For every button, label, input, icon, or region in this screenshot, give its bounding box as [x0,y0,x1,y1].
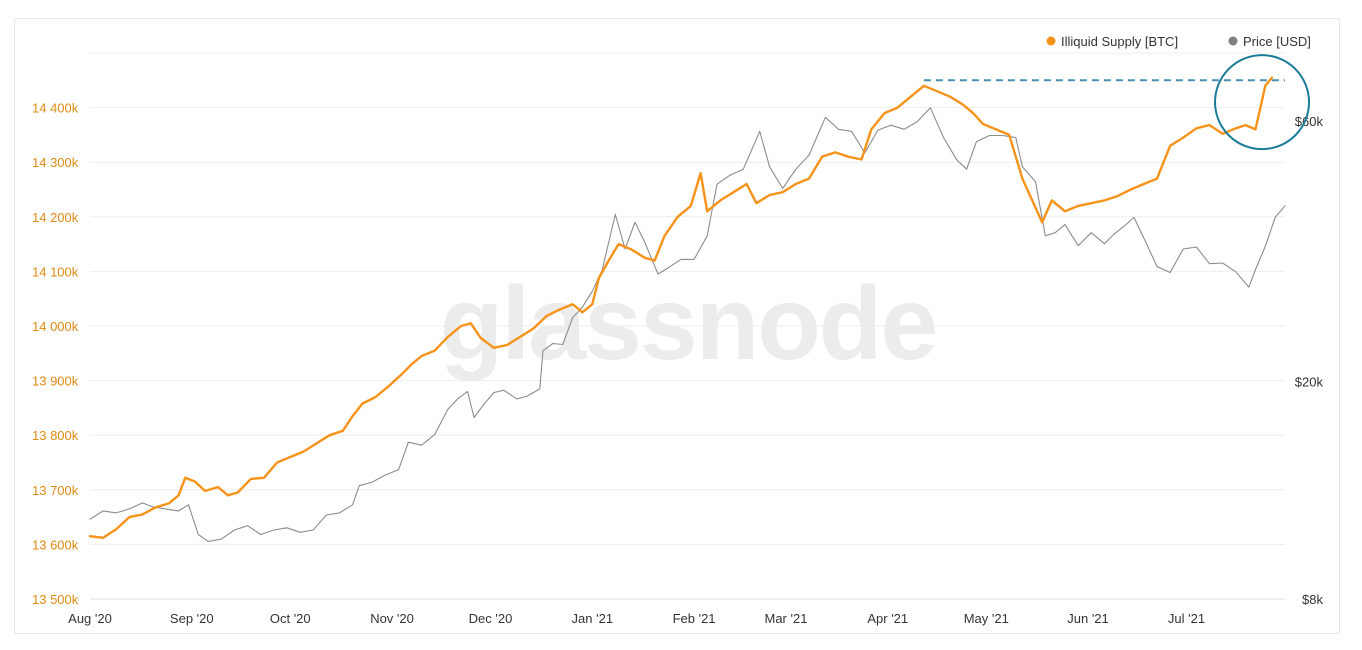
x-axis-tick-label: Jun '21 [1067,611,1109,626]
left-axis: 13 500k 13 600k 13 700k 13 800k 13 900k 14 00… [32,101,79,607]
x-axis-tick-label: Sep '20 [170,611,214,626]
x-axis-tick-label: May '21 [964,611,1009,626]
price-line [89,107,1286,542]
left-axis-tick-label: 14 000k [32,319,79,334]
left-axis-tick-label: 13 800k [32,428,79,443]
left-axis-tick-label: 14 300k [32,155,79,170]
gridlines [90,52,1285,600]
x-axis-tick-label: Feb '21 [673,611,716,626]
legend-marker [1228,36,1238,46]
x-axis-tick-label: Oct '20 [270,611,311,626]
chart-panel: glassnode 13 500k 13 600k 13 700k 13 800k 13 … [14,18,1340,634]
illiquid-supply-line [88,76,1274,539]
left-axis-tick-label: 14 400k [32,101,79,116]
right-axis-tick-label: $8k [1302,592,1323,607]
left-axis-tick-label: 14 200k [32,210,79,225]
x-axis: Aug '20 Sep '20 Oct '20 Nov '20 Dec '20 Jan '… [68,611,1205,626]
left-axis-tick-label: 13 700k [32,483,79,498]
legend-item[interactable]: Price [USD] [1228,34,1311,49]
x-axis-tick-label: Mar '21 [765,611,808,626]
x-axis-tick-label: Dec '20 [469,611,513,626]
x-axis-tick-label: Apr '21 [867,611,908,626]
legend: Illiquid Supply [BTC] Price [USD] [1046,34,1311,49]
watermark-text: glassnode [440,266,936,382]
left-axis-tick-label: 14 100k [32,264,79,279]
legend-label: Price [USD] [1243,34,1311,49]
x-axis-tick-label: Nov '20 [370,611,414,626]
legend-label: Illiquid Supply [BTC] [1061,34,1178,49]
highlight-circle [1214,54,1311,151]
legend-marker [1046,36,1056,46]
right-axis-tick-label: $60k [1295,114,1324,129]
left-axis-tick-label: 13 600k [32,537,79,552]
x-axis-tick-label: Jul '21 [1168,611,1205,626]
x-axis-tick-label: Jan '21 [572,611,614,626]
legend-item[interactable]: Illiquid Supply [BTC] [1046,34,1179,49]
x-axis-tick-label: Aug '20 [68,611,112,626]
right-axis-tick-label: $20k [1295,375,1324,390]
left-axis-tick-label: 13 500k [32,592,79,607]
left-axis-tick-label: 13 900k [32,374,79,389]
right-axis: $8k $20k $60k [1295,114,1324,607]
